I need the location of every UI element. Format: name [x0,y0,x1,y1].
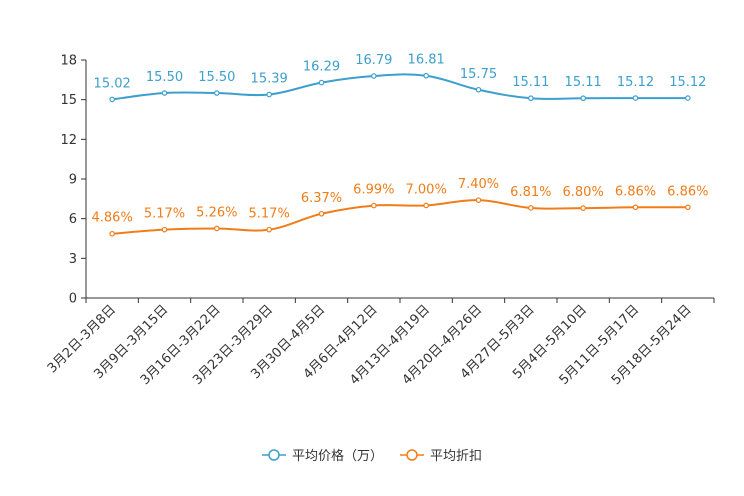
y-tick-label: 0 [69,292,77,307]
data-point[interactable] [161,90,168,96]
data-point[interactable] [214,90,220,96]
data-label: 4.86% [92,211,133,226]
legend-label: 平均折扣 [430,449,482,464]
data-point[interactable] [109,96,115,103]
data-point[interactable] [109,230,115,237]
data-label: 16.79 [355,53,392,68]
legend-circle-icon [406,449,418,461]
series-line [112,73,688,101]
data-point[interactable] [318,79,325,86]
data-point[interactable] [266,226,272,233]
data-point[interactable] [475,197,482,203]
legend-item-avg-discount[interactable]: 平均折扣 [400,449,482,464]
y-axis: 0 3 6 9 12 15 18 [60,54,87,307]
legend-item-avg-price[interactable]: 平均价格（万） [262,448,383,464]
data-point[interactable] [632,95,639,101]
data-point[interactable] [632,204,639,211]
data-point[interactable] [371,73,377,79]
data-label: 15.50 [146,70,183,85]
y-tick-label: 3 [69,252,77,267]
data-point[interactable] [685,95,691,101]
y-tick-label: 6 [69,212,77,227]
data-label: 6.86% [615,184,656,199]
data-label: 15.75 [460,67,497,82]
data-label: 6.99% [353,183,394,198]
data-point[interactable] [214,225,220,232]
legend-circle-icon [268,449,280,461]
data-label: 6.86% [667,184,708,199]
y-tick-label: 9 [69,173,77,188]
data-label: 16.29 [303,60,340,75]
y-tick-label: 18 [60,54,77,69]
data-point[interactable] [318,210,325,217]
data-label: 6.81% [510,185,551,200]
x-axis: 3月2日-3月8日3月9日-3月15日3月16日-3月22日3月23日-3月29… [45,297,715,388]
data-label: 6.80% [563,185,604,200]
data-point[interactable] [685,204,691,211]
data-label: 5.17% [144,207,185,222]
y-tick-label: 12 [60,133,77,148]
data-point[interactable] [528,95,534,102]
data-label: 7.00% [406,182,447,197]
data-point[interactable] [161,226,168,233]
data-label: 16.81 [408,53,445,68]
data-label: 15.02 [94,76,131,91]
data-label: 15.39 [251,72,288,87]
y-tick-label: 15 [60,93,77,108]
data-point[interactable] [423,202,429,209]
data-label: 15.12 [669,75,706,90]
data-label: 15.11 [512,75,549,90]
data-label: 6.37% [301,191,342,206]
data-label: 7.40% [458,177,499,192]
data-point[interactable] [528,205,534,211]
data-point[interactable] [266,91,272,98]
data-point[interactable] [475,86,482,93]
legend-label: 平均价格（万） [292,448,383,464]
data-point[interactable] [371,202,377,209]
data-label: 5.26% [196,205,237,220]
series-avg-price: 15.02 15.50 15.50 15.39 16.29 16.79 16.81 15.75… [94,53,706,103]
data-label: 15.50 [198,70,235,85]
data-point[interactable] [580,205,586,211]
legend: 平均价格（万） 平均折扣 [262,448,482,464]
series-avg-discount: 4.86% 5.17% 5.26% 5.17% 6.37% 6.99% 7.00% 7.40%… [92,177,708,237]
data-label: 5.17% [249,207,290,222]
data-label: 15.11 [565,75,602,90]
data-label: 15.12 [617,75,654,90]
series-layer: 15.02 15.50 15.50 15.39 16.29 16.79 16.81 15.75… [92,53,708,237]
data-point[interactable] [423,72,429,79]
series-line [112,199,688,235]
data-point[interactable] [580,95,586,102]
